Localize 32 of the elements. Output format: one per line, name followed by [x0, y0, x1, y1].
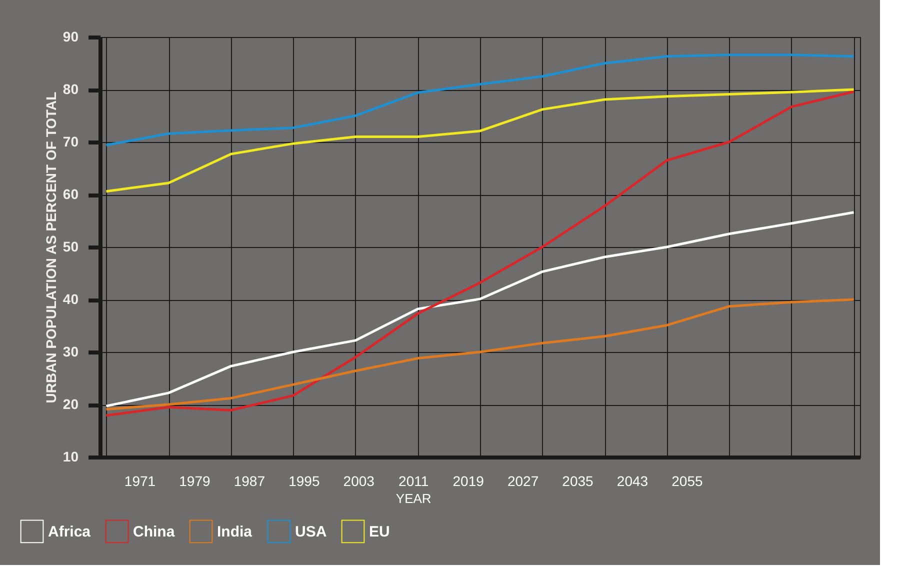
line-series: [104, 90, 856, 417]
text: 2035: [562, 473, 594, 489]
legend-label: EU: [369, 523, 390, 540]
legend-label: USA: [295, 523, 327, 540]
line-series: [104, 54, 856, 146]
legend-label: Africa: [48, 523, 92, 540]
y-tick-label: 10: [62, 448, 79, 464]
y-tick-label: 60: [62, 186, 79, 202]
text: 2011: [398, 473, 429, 489]
text: 2003: [343, 473, 375, 489]
text: 1995: [288, 473, 320, 489]
y-tick-label: 40: [62, 291, 79, 307]
y-tick-label: 30: [62, 344, 79, 360]
line-series: [104, 298, 856, 410]
text: 2043: [616, 473, 648, 489]
y-tick-label: 50: [62, 238, 79, 254]
text: 1987: [234, 473, 266, 489]
text: 2027: [507, 473, 539, 489]
y-tick-label: 20: [62, 396, 79, 412]
y-tick-label: 80: [62, 81, 79, 97]
text: 2019: [452, 473, 484, 489]
y-tick-label: 70: [62, 134, 79, 150]
legend-label: India: [217, 523, 253, 540]
y-tick-label: 90: [62, 28, 79, 44]
y-axis-title: URBAN POPULATION AS PERCENT OF TOTAL: [42, 91, 59, 404]
text: 1979: [179, 473, 210, 489]
legend-label: China: [133, 523, 176, 540]
text: 2055: [672, 473, 703, 489]
x-axis-title: YEAR: [396, 491, 432, 506]
text: 1971: [124, 473, 156, 489]
line-series: [104, 211, 856, 408]
line-series: [104, 88, 856, 193]
